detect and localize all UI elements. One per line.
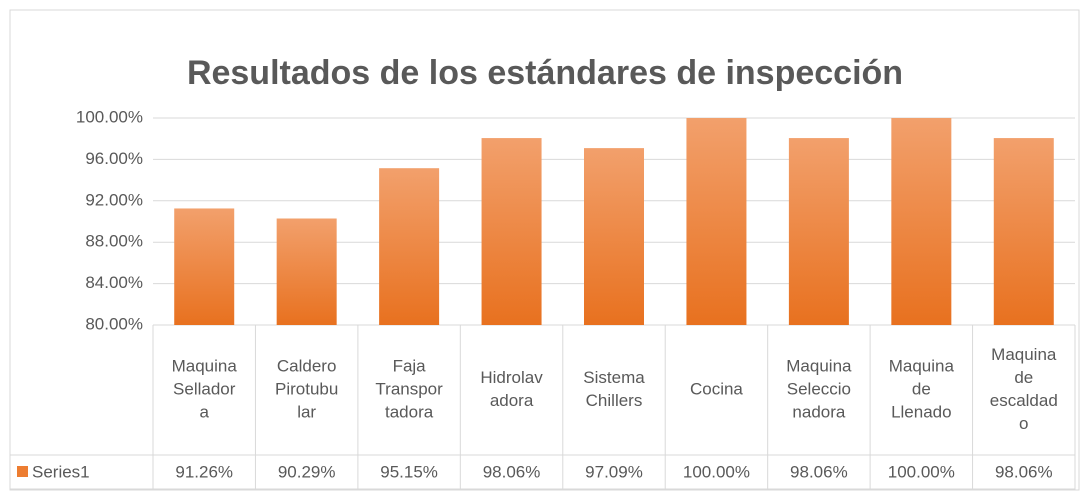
x-tick-label: Cocina [690, 379, 743, 398]
bar [276, 218, 337, 325]
x-tick-label: Maquina [172, 356, 238, 375]
x-tick-label: Sellador [173, 379, 236, 398]
x-tick-label: tadora [385, 402, 434, 421]
bar [686, 118, 747, 325]
x-tick-label: Faja [393, 356, 427, 375]
bar [891, 118, 952, 325]
data-label: 98.06% [995, 462, 1053, 481]
bar [379, 168, 440, 325]
data-label: 90.29% [278, 462, 336, 481]
x-tick-label: Transpor [375, 379, 443, 398]
x-tick-label: Hidrolav [480, 368, 543, 387]
x-tick-label: Seleccio [787, 379, 851, 398]
x-tick-label: lar [297, 402, 316, 421]
legend-label: Series1 [32, 462, 90, 481]
y-tick-label: 88.00% [85, 232, 143, 251]
chart-title: Resultados de los estándares de inspecci… [187, 54, 903, 92]
x-tick-label: de [912, 379, 931, 398]
bar [788, 138, 849, 325]
data-label: 98.06% [483, 462, 541, 481]
data-label: 91.26% [175, 462, 233, 481]
data-label: 98.06% [790, 462, 848, 481]
x-tick-label: Sistema [583, 368, 645, 387]
x-tick-label: escaldad [990, 391, 1058, 410]
x-tick-label: Llenado [891, 402, 952, 421]
bar [993, 138, 1054, 325]
data-label: 95.15% [380, 462, 438, 481]
x-tick-label: Maquina [786, 356, 852, 375]
x-tick-label: Maquina [991, 345, 1057, 364]
x-tick-label: o [1019, 414, 1028, 433]
x-tick-label: Caldero [277, 356, 337, 375]
y-tick-label: 84.00% [85, 273, 143, 292]
x-tick-label: a [199, 402, 209, 421]
data-label: 100.00% [888, 462, 955, 481]
y-tick-label: 96.00% [85, 149, 143, 168]
y-tick-label: 80.00% [85, 314, 143, 333]
y-tick-label: 92.00% [85, 190, 143, 209]
y-tick-label: 100.00% [76, 107, 143, 126]
bar [174, 208, 235, 325]
bar [584, 148, 644, 325]
data-label: 100.00% [683, 462, 750, 481]
bar [481, 138, 542, 325]
x-tick-label: Chillers [586, 391, 643, 410]
x-tick-label: Maquina [889, 356, 955, 375]
x-tick-label: Pirotubu [275, 379, 338, 398]
legend-key [17, 466, 28, 477]
x-tick-label: de [1014, 368, 1033, 387]
x-tick-label: nadora [792, 402, 845, 421]
x-tick-label: adora [490, 391, 534, 410]
data-label: 97.09% [585, 462, 643, 481]
